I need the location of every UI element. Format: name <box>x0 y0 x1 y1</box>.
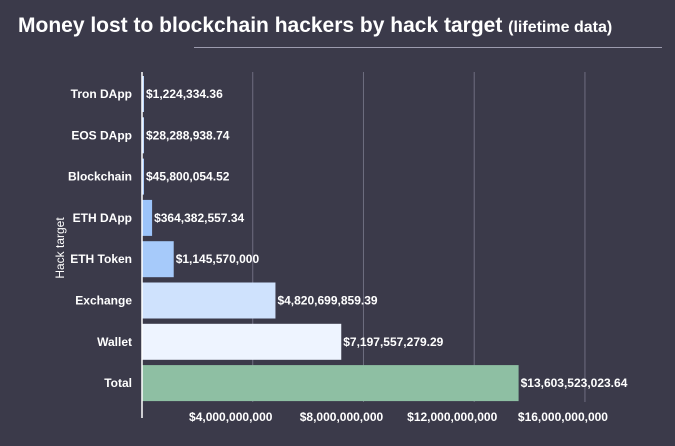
value-label-eos-dapp: $28,288,938.74 <box>146 128 230 142</box>
bar-total <box>142 365 519 402</box>
title-divider <box>194 47 662 48</box>
value-label-eth-token: $1,145,570,000 <box>176 252 260 266</box>
x-tick-label: $4,000,000,000 <box>189 410 273 424</box>
bar-eth-dapp <box>142 199 153 236</box>
value-label-eth-dapp: $364,382,557.34 <box>154 211 244 225</box>
y-axis-title: Hack target <box>53 217 67 279</box>
value-label-blockchain: $45,800,054.52 <box>146 170 230 184</box>
bar-wallet <box>142 323 342 360</box>
category-label-exchange: Exchange <box>75 294 132 308</box>
x-tick-label: $12,000,000,000 <box>407 410 497 424</box>
value-label-wallet: $7,197,557,279.29 <box>343 335 443 349</box>
chart-subtitle: (lifetime data) <box>508 19 613 36</box>
chart-title-main: Money lost to blockchain hackers by hack… <box>18 14 503 37</box>
category-label-eth-dapp: ETH DApp <box>73 211 132 225</box>
category-labels: Tron DApp EOS DApp Blockchain ETH DApp ETH T… <box>68 87 132 390</box>
bars <box>142 76 519 402</box>
value-label-exchange: $4,820,699,859.39 <box>277 294 377 308</box>
category-label-blockchain: Blockchain <box>68 170 132 184</box>
bar-eth-token <box>142 241 174 278</box>
value-label-tron-dapp: $1,224,334.36 <box>146 87 223 101</box>
category-label-total: Total <box>104 376 132 390</box>
category-label-tron-dapp: Tron DApp <box>71 87 132 101</box>
bar-blockchain <box>142 158 144 195</box>
bar-eos-dapp <box>142 117 144 154</box>
category-label-eos-dapp: EOS DApp <box>71 128 132 142</box>
x-tick-label: $8,000,000,000 <box>300 410 384 424</box>
bar-tron-dapp <box>142 76 144 112</box>
category-label-wallet: Wallet <box>97 335 132 349</box>
value-label-total: $13,603,523,023.64 <box>521 376 628 390</box>
value-labels: $1,224,334.36 $28,288,938.74 $45,800,054.5… <box>146 87 628 390</box>
x-tick-label: $16,000,000,000 <box>518 410 608 424</box>
bar-exchange <box>142 282 276 319</box>
category-label-eth-token: ETH Token <box>70 252 132 266</box>
chart-title: Money lost to blockchain hackers by hack… <box>18 14 612 38</box>
x-tick-labels: $4,000,000,000 $8,000,000,000 $12,000,000,… <box>189 410 608 424</box>
